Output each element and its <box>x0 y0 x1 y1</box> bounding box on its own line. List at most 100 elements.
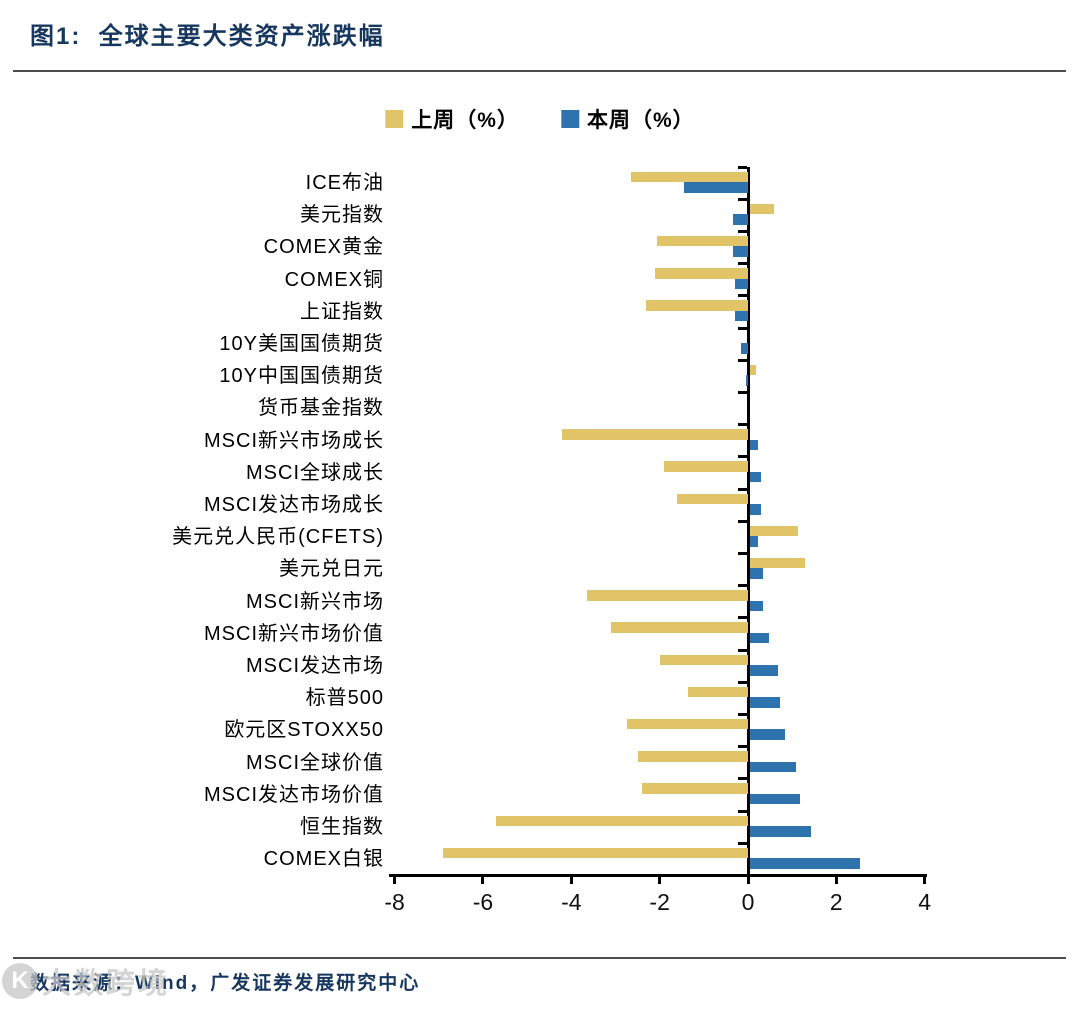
category-axis-tick <box>737 648 747 652</box>
legend-item-this-week: 本周（%） <box>561 104 695 134</box>
value-axis-tick-label: -2 <box>649 889 670 916</box>
value-axis-tick <box>569 874 573 885</box>
bar-this-week <box>749 826 812 837</box>
value-axis-tick-label: -4 <box>561 889 582 916</box>
value-axis-tick-label: 4 <box>918 889 932 916</box>
category-label: ICE布油 <box>305 172 384 194</box>
category-label: 美元指数 <box>300 204 384 227</box>
bar-last-week <box>677 493 748 504</box>
category-label: COMEX白银 <box>263 848 384 871</box>
category-label: 欧元区STOXX50 <box>224 719 384 742</box>
category-axis-tick <box>737 197 747 201</box>
category-axis-tick <box>737 584 747 588</box>
bar-this-week <box>745 375 748 386</box>
category-label: MSCI新兴市场价值 <box>204 622 384 645</box>
legend-item-last-week: 上周（%） <box>385 104 519 134</box>
category-axis-tick <box>737 165 747 169</box>
category-label: 美元兑人民币(CFETS) <box>172 526 384 549</box>
bar-this-week <box>749 504 761 515</box>
category-axis-tick <box>737 358 747 362</box>
bar-this-week <box>749 439 759 451</box>
bar-this-week <box>749 536 759 547</box>
legend-label: 本周（%） <box>587 109 695 132</box>
value-axis-tick <box>746 874 750 885</box>
bar-last-week <box>749 557 805 569</box>
category-axis-tick <box>737 841 747 845</box>
category-label: MSCI全球成长 <box>246 461 384 484</box>
category-label: 美元兑日元 <box>279 558 384 581</box>
category-label: MSCI新兴市场 <box>246 590 384 613</box>
footer-divider <box>13 957 1066 959</box>
bar-this-week <box>749 761 796 773</box>
bar-this-week <box>749 858 860 869</box>
last-week-swatch-icon <box>385 110 404 128</box>
category-axis-tick <box>737 455 747 459</box>
category-label: 标普500 <box>305 687 384 710</box>
bar-this-week <box>732 246 748 257</box>
category-axis-tick <box>737 809 747 813</box>
bar-last-week <box>688 686 748 698</box>
title-divider <box>13 70 1066 72</box>
value-axis-tick <box>834 874 838 885</box>
bar-this-week <box>734 278 748 290</box>
bar-this-week <box>749 600 763 612</box>
category-label: MSCI发达市场 <box>246 655 384 677</box>
value-axis-line <box>389 874 927 878</box>
bar-this-week <box>749 793 801 805</box>
value-axis-tick <box>481 874 485 885</box>
bar-last-week <box>657 235 748 247</box>
category-axis-tick <box>737 294 747 298</box>
bar-this-week <box>749 568 763 579</box>
category-axis-tick <box>737 680 747 684</box>
category-axis-tick <box>737 229 747 233</box>
category-label: 恒生指数 <box>300 816 384 838</box>
bar-last-week <box>646 300 748 311</box>
category-axis-tick <box>737 551 747 555</box>
bar-last-week <box>626 718 748 730</box>
bar-last-week <box>586 590 748 601</box>
category-label: 10Y美国国债期货 <box>219 333 384 355</box>
category-label: 货币基金指数 <box>258 397 384 420</box>
bar-last-week <box>655 268 748 279</box>
bar-this-week <box>734 310 748 322</box>
category-label: MSCI发达市场成长 <box>204 494 384 516</box>
bar-this-week <box>741 343 748 354</box>
category-axis-line <box>746 167 750 878</box>
category-axis-tick <box>737 423 747 427</box>
bar-this-week <box>749 471 761 483</box>
bar-last-week <box>611 622 748 633</box>
value-axis-tick-label: -6 <box>472 889 494 916</box>
bar-last-week <box>637 751 748 762</box>
bar-this-week <box>683 182 748 193</box>
category-label: COMEX黄金 <box>263 236 384 259</box>
bar-last-week <box>562 429 748 440</box>
category-axis-tick <box>737 390 747 394</box>
bar-this-week <box>749 697 781 708</box>
category-axis-tick <box>737 616 747 620</box>
bar-this-week <box>749 665 779 676</box>
bar-this-week <box>749 729 785 740</box>
category-axis-tick <box>737 777 747 781</box>
category-axis-tick <box>737 326 747 330</box>
category-axis-tick <box>737 262 747 266</box>
category-label: 上证指数 <box>300 300 384 323</box>
bar-this-week <box>749 632 770 644</box>
bar-last-week <box>630 171 748 182</box>
category-label: 10Y中国国债期货 <box>219 365 384 388</box>
chart-legend: 上周（%） 本周（%） <box>385 104 694 134</box>
data-source-note: 数据来源：Wind，广发证券发展研究中心 <box>30 973 421 994</box>
bar-last-week <box>659 654 748 665</box>
bar-last-week <box>749 203 774 215</box>
this-week-swatch-icon <box>561 110 579 128</box>
category-axis-tick <box>737 519 747 523</box>
value-axis-tick <box>923 874 927 885</box>
bar-last-week <box>664 461 748 472</box>
bar-last-week <box>443 847 748 859</box>
value-axis-tick-label: 0 <box>741 889 755 916</box>
category-label: MSCI发达市场价值 <box>204 783 384 806</box>
category-axis-tick <box>737 487 747 491</box>
category-label: MSCI新兴市场成长 <box>204 429 384 452</box>
bar-last-week <box>749 525 799 537</box>
